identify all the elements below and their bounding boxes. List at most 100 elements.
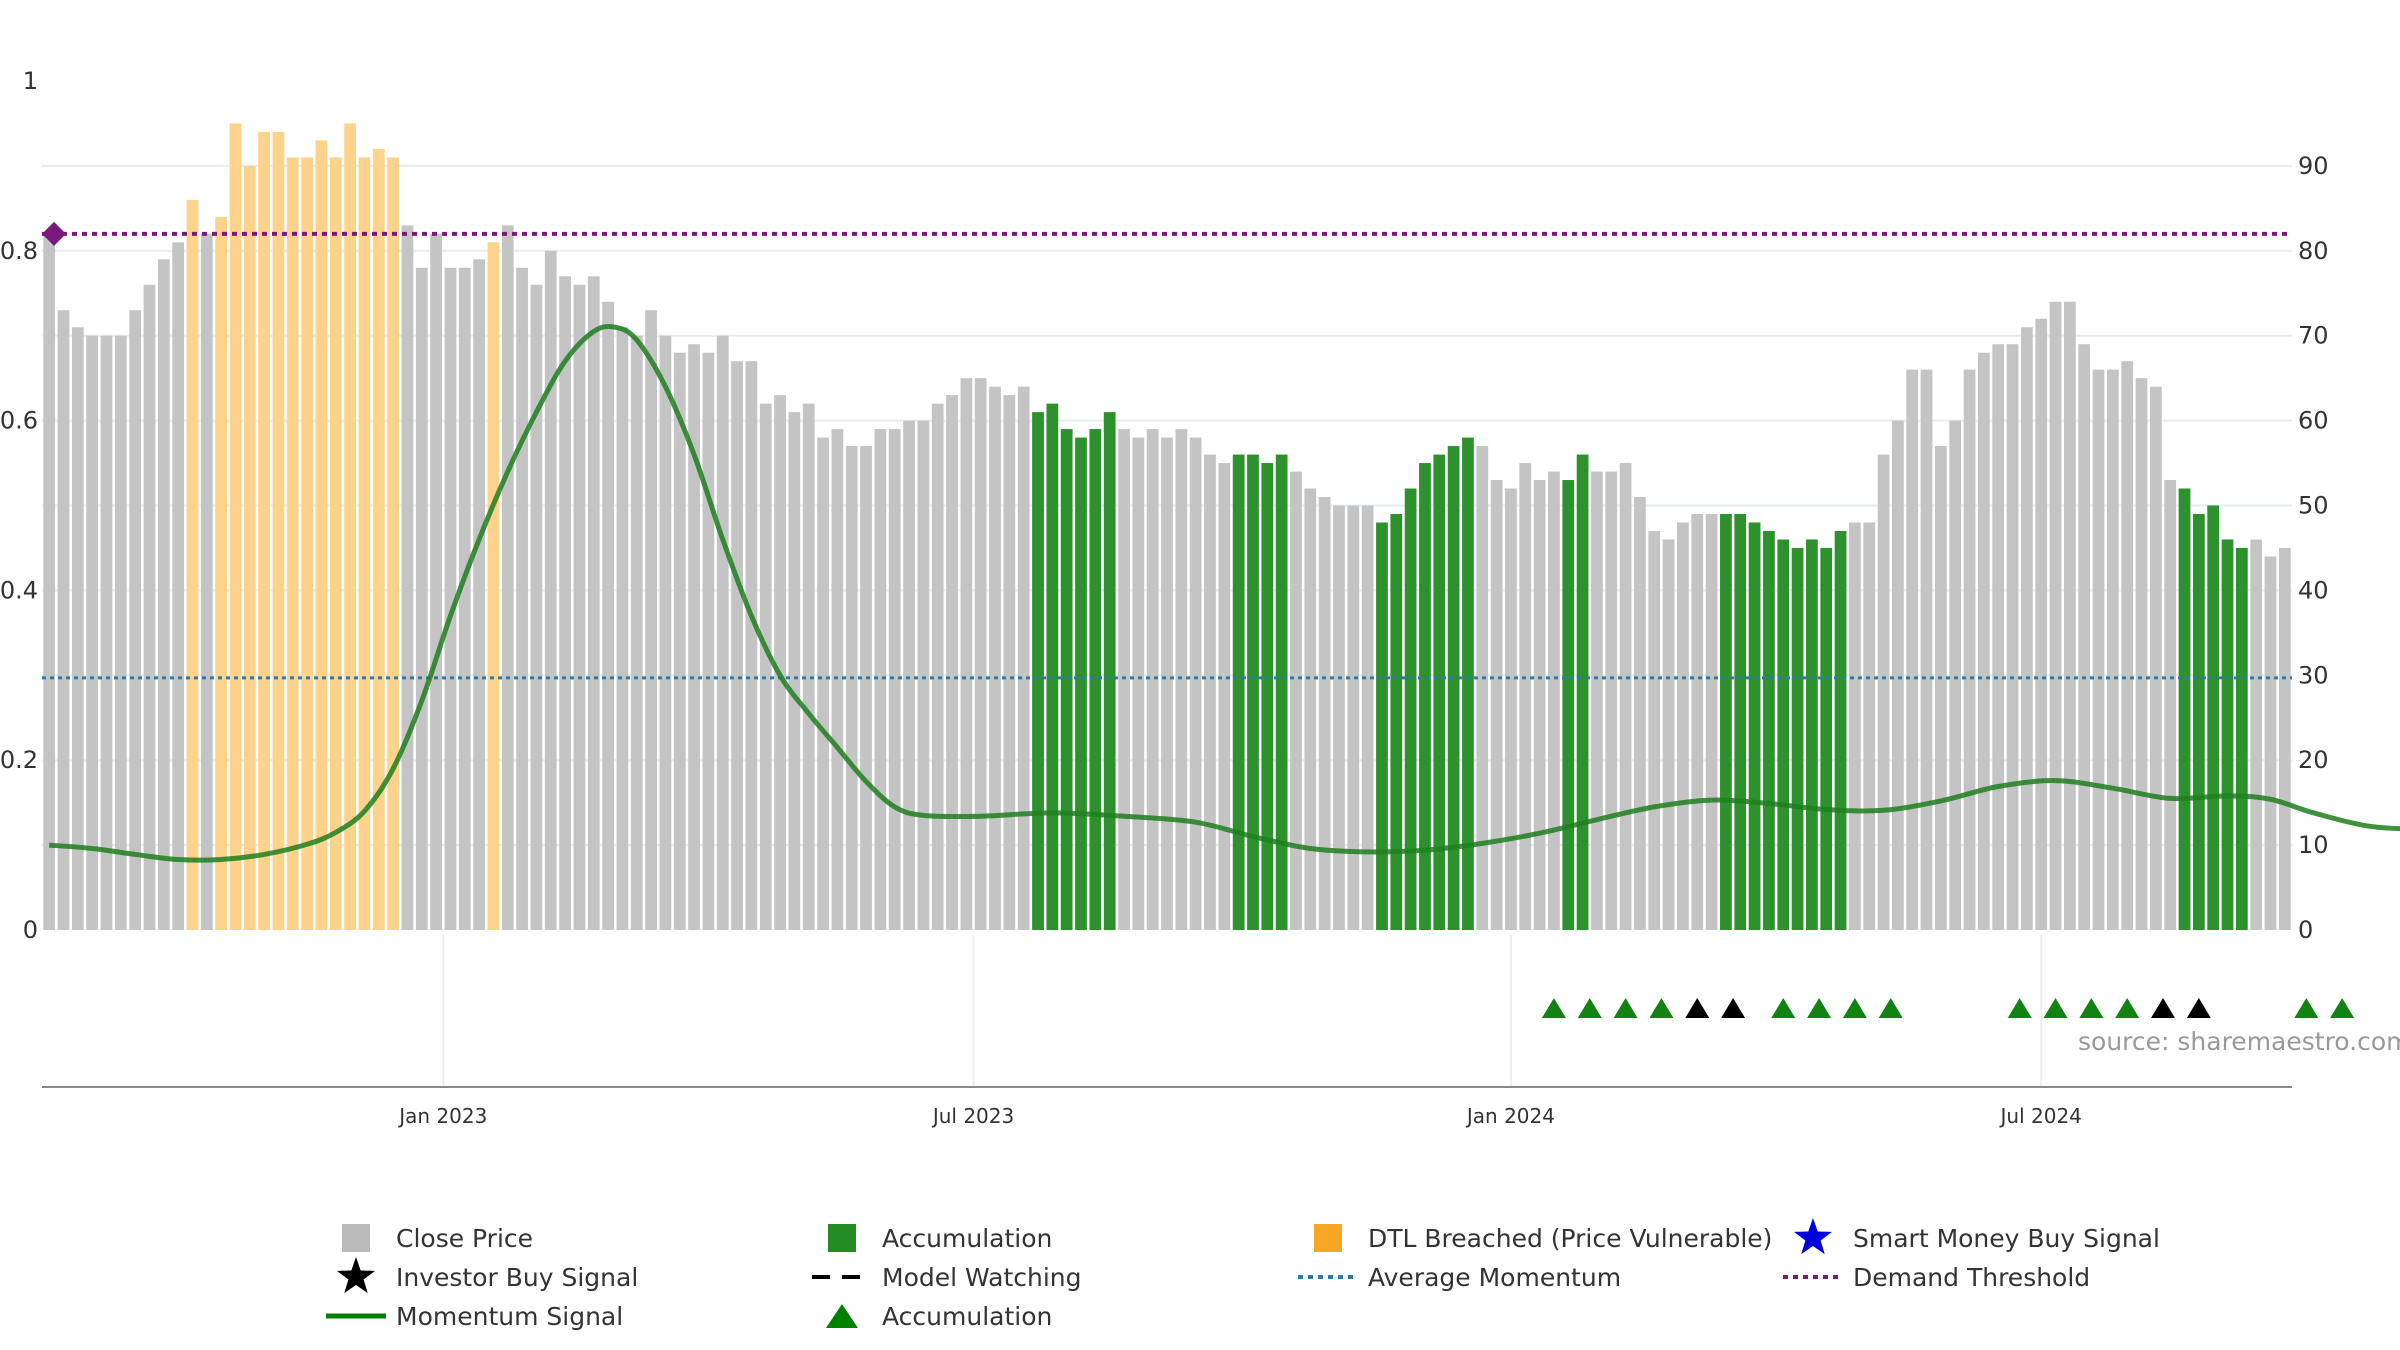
price-bar [774,395,786,930]
legend-symbol [1314,1224,1342,1252]
accumulation-triangle [1613,998,1638,1018]
price-bar [1003,395,1016,930]
legend-item: Investor Buy Signal [336,1257,638,1294]
price-bar [1075,437,1087,930]
accumulation-triangle [2294,998,2319,1018]
price-bar [1877,454,1890,930]
price-bar [630,335,643,930]
price-bar [544,250,557,931]
price-bar [1548,471,1560,930]
price-bar [645,310,657,931]
legend-symbol [336,1257,376,1294]
price-bar [1505,488,1517,930]
price-bar [1963,369,1976,930]
y-left-tick-label: 1 [23,67,38,95]
signal-markers [1541,998,2355,1018]
y-right-tick-label: 20 [2298,746,2329,774]
price-bar [186,199,199,931]
legend-item: Average Momentum [1298,1263,1621,1292]
legend-label: Momentum Signal [396,1302,623,1331]
price-bar [157,259,170,930]
accumulation-triangle [1541,998,1566,1018]
accumulation-triangle [2186,998,2211,1018]
accumulation-triangle [1842,998,1867,1018]
y-right-tick-label: 90 [2298,152,2329,180]
price-bar [1146,429,1159,930]
price-bar [845,446,858,930]
price-bar [57,310,70,931]
price-bar [43,233,56,930]
price-bar [86,335,99,930]
y-right-tick-label: 70 [2298,322,2329,350]
price-bar [1562,480,1575,930]
price-bar [831,429,844,930]
price-bar [1634,497,1646,930]
price-bar [1204,454,1216,930]
price-bar [1806,539,1818,930]
price-bar [1189,437,1202,930]
price-bar [430,233,442,930]
price-bar [2250,539,2263,930]
legend-item: Demand Threshold [1783,1263,2090,1292]
price-bar [1347,505,1360,930]
accumulation-triangle [2115,998,2140,1018]
source-label: source: sharemaestro.com [2078,1027,2400,1056]
price-bar [258,131,271,930]
price-bar [917,420,930,930]
legend-item: Accumulation [828,1224,1052,1253]
price-bar [143,284,156,930]
price-bar [358,157,371,930]
accumulation-triangle [1878,998,1903,1018]
x-tick-label: Jan 2023 [397,1104,487,1128]
price-bar [1032,412,1044,930]
legend-item: Model Watching [812,1263,1082,1292]
price-bar [2149,386,2162,930]
price-bar [716,335,729,930]
price-bar [1662,539,1675,930]
price-bar [487,242,500,930]
price-bar [2035,318,2048,931]
legend-item: Close Price [342,1224,533,1253]
price-bar [1791,547,1804,930]
price-bar [229,123,242,930]
price-bar [2092,369,2105,930]
price-bar [1017,386,1030,930]
price-bar [602,301,614,930]
price-bar [387,157,399,930]
price-bar [401,225,414,930]
price-bar [960,378,973,930]
price-bar [2135,378,2148,930]
price-bar [559,276,571,930]
price-bar [1920,369,1933,930]
price-bar [1476,446,1489,930]
price-bar [1949,420,1962,930]
legend-symbol [826,1304,858,1328]
price-bar [372,148,385,931]
price-bar [1648,530,1661,930]
price-bar [903,420,915,930]
price-bar [802,403,815,930]
price-bar [587,276,600,930]
price-bar [874,429,887,930]
price-bar [2178,488,2191,930]
price-bar [759,403,772,930]
price-bar [1906,369,1919,930]
price-bar [344,123,356,930]
price-bar [2264,556,2277,930]
price-bar [1333,505,1345,930]
price-bar [1404,488,1417,930]
legend-symbol [828,1224,856,1252]
price-bar [243,165,256,930]
price-bar [516,267,528,930]
price-bar [129,310,142,931]
price-bar [931,403,944,930]
price-bar [200,233,213,930]
price-bar [688,344,700,930]
legend-label: Model Watching [882,1263,1082,1292]
price-bar [1275,454,1288,930]
accumulation-triangle [2043,998,2068,1018]
accumulation-triangle [1577,998,1602,1018]
price-bar [1490,480,1503,930]
